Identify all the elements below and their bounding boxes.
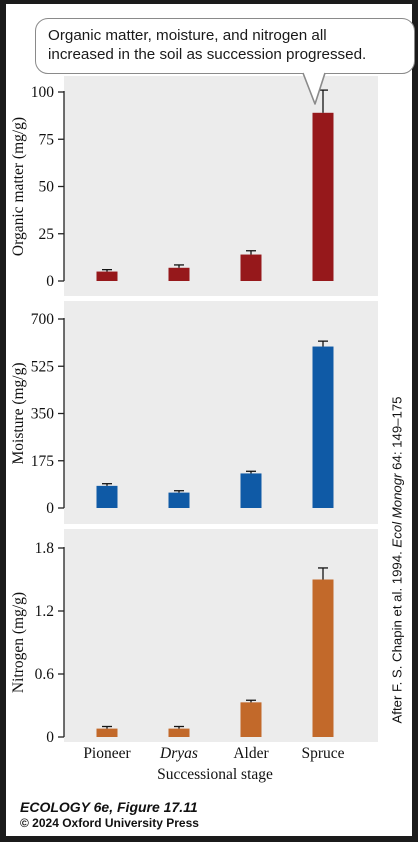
nitrogen-y-axis-title: Nitrogen (mg/g) — [10, 592, 27, 693]
callout-text-line-2: increased in the soil as succession prog… — [48, 46, 367, 63]
moisture-y-tick-label: 350 — [31, 406, 55, 423]
figure-credit: ECOLOGY 6e, Figure 17.11 © 2024 Oxford U… — [20, 799, 199, 830]
organic-bar-spruce — [312, 112, 334, 281]
copyright-notice: © 2024 Oxford University Press — [20, 816, 199, 830]
organic-y-tick-label: 75 — [39, 131, 55, 148]
nitrogen-bar-dryas — [168, 728, 190, 737]
book-title: ECOLOGY 6e — [20, 799, 110, 815]
citation-authors: After F. S. Chapin et al. 1994. — [389, 547, 405, 724]
x-category-label-alder: Alder — [233, 745, 269, 762]
nitrogen-bar-spruce — [312, 579, 334, 737]
moisture-bar-alder — [240, 473, 262, 508]
x-category-label-pioneer: Pioneer — [83, 745, 131, 762]
organic-bar-dryas — [168, 267, 190, 281]
moisture-bar-spruce — [312, 346, 334, 508]
figure-panel: 0 25 50 75 100 Organic matter (mg/g) 0 175 350 52… — [6, 4, 415, 836]
moisture-y-tick-label: 175 — [31, 453, 55, 470]
callout-pointer — [302, 72, 326, 105]
organic-y-tick-label: 25 — [39, 226, 55, 243]
callout-box: Organic matter, moisture, and nitrogen a… — [35, 18, 415, 74]
callout-text-line-1: Organic matter, moisture, and nitrogen a… — [48, 27, 327, 44]
moisture-bar-pioneer — [96, 485, 118, 508]
organic-y-axis-title: Organic matter (mg/g) — [10, 117, 27, 256]
source-citation: After F. S. Chapin et al. 1994. Ecol Mon… — [390, 397, 405, 724]
nitrogen-y-tick-label: 0.6 — [35, 666, 55, 683]
nitrogen-y-tick-label: 1.2 — [35, 603, 54, 620]
organic-y-tick-label: 100 — [31, 84, 55, 101]
moisture-y-tick-label: 0 — [46, 500, 54, 517]
citation-volume: 64: 149–175 — [389, 396, 405, 474]
x-category-label-spruce: Spruce — [301, 745, 344, 762]
nitrogen-bar-pioneer — [96, 728, 118, 737]
nitrogen-y-tick-label: 0 — [46, 729, 54, 746]
organic-y-tick-label: 0 — [46, 273, 54, 290]
x-axis-title: Successional stage — [157, 766, 273, 783]
organic-bar-alder — [240, 254, 262, 281]
organic-bar-pioneer — [96, 271, 118, 281]
moisture-bar-dryas — [168, 492, 190, 508]
moisture-y-tick-label: 525 — [31, 358, 55, 375]
moisture-y-tick-label: 700 — [31, 311, 55, 328]
figure-title: ECOLOGY 6e, Figure 17.11 — [20, 799, 199, 815]
citation-journal: Ecol Monogr — [389, 473, 405, 548]
moisture-y-axis-title: Moisture (mg/g) — [10, 362, 27, 464]
nitrogen-y-tick-label: 1.8 — [35, 540, 55, 557]
nitrogen-bar-alder — [240, 702, 262, 737]
organic-y-tick-label: 50 — [39, 179, 55, 196]
figure-number: , Figure 17.11 — [109, 799, 198, 815]
x-category-label-dryas: Dryas — [159, 745, 198, 762]
